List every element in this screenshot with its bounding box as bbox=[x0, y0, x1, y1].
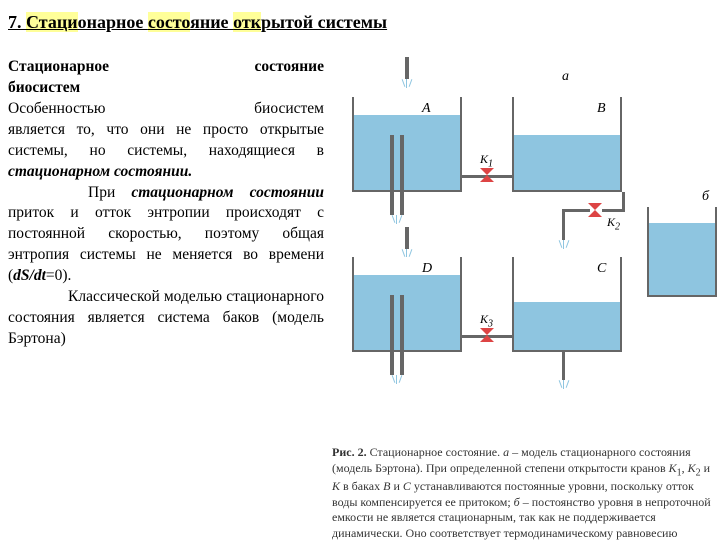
pipe bbox=[405, 57, 409, 79]
tank-side bbox=[647, 207, 717, 297]
valve-k3-label: K3 bbox=[480, 312, 493, 329]
page-title: 7. Стационарное состояние открытой систе… bbox=[8, 12, 712, 33]
spray-icon bbox=[391, 215, 403, 225]
pipe bbox=[562, 212, 565, 240]
spray-icon bbox=[558, 240, 570, 250]
spray-icon bbox=[391, 375, 403, 385]
tank-a-label: A bbox=[422, 101, 431, 117]
burton-model-diagram: а б A B K1 bbox=[332, 57, 712, 437]
pipe bbox=[400, 135, 404, 215]
tank-c-label: C bbox=[597, 261, 606, 277]
pipe bbox=[390, 135, 394, 215]
figure-caption: Рис. 2. Стационарное состояние. а – моде… bbox=[332, 445, 712, 541]
valve-k1 bbox=[480, 168, 494, 182]
pipe bbox=[405, 227, 409, 249]
valve-k2-label: K2 bbox=[607, 215, 620, 232]
tank-b-label: B bbox=[597, 101, 606, 117]
tank-d bbox=[352, 257, 462, 352]
body-text: Стационарноесостояние биосистем Особенно… bbox=[8, 57, 324, 541]
valve-k2 bbox=[588, 203, 602, 217]
pipe bbox=[562, 352, 565, 380]
spray-icon bbox=[401, 79, 413, 89]
tank-d-label: D bbox=[422, 261, 432, 277]
valve-k1-label: K1 bbox=[480, 152, 493, 169]
pipe bbox=[390, 295, 394, 375]
pipe bbox=[400, 295, 404, 375]
pipe bbox=[602, 209, 625, 212]
tank-a bbox=[352, 97, 462, 192]
spray-icon bbox=[558, 380, 570, 390]
pipe bbox=[562, 209, 590, 212]
panel-b-label: б bbox=[702, 189, 709, 205]
panel-a-label: а bbox=[562, 69, 569, 85]
valve-k3 bbox=[480, 328, 494, 342]
diagram-column: а б A B K1 bbox=[332, 57, 712, 541]
